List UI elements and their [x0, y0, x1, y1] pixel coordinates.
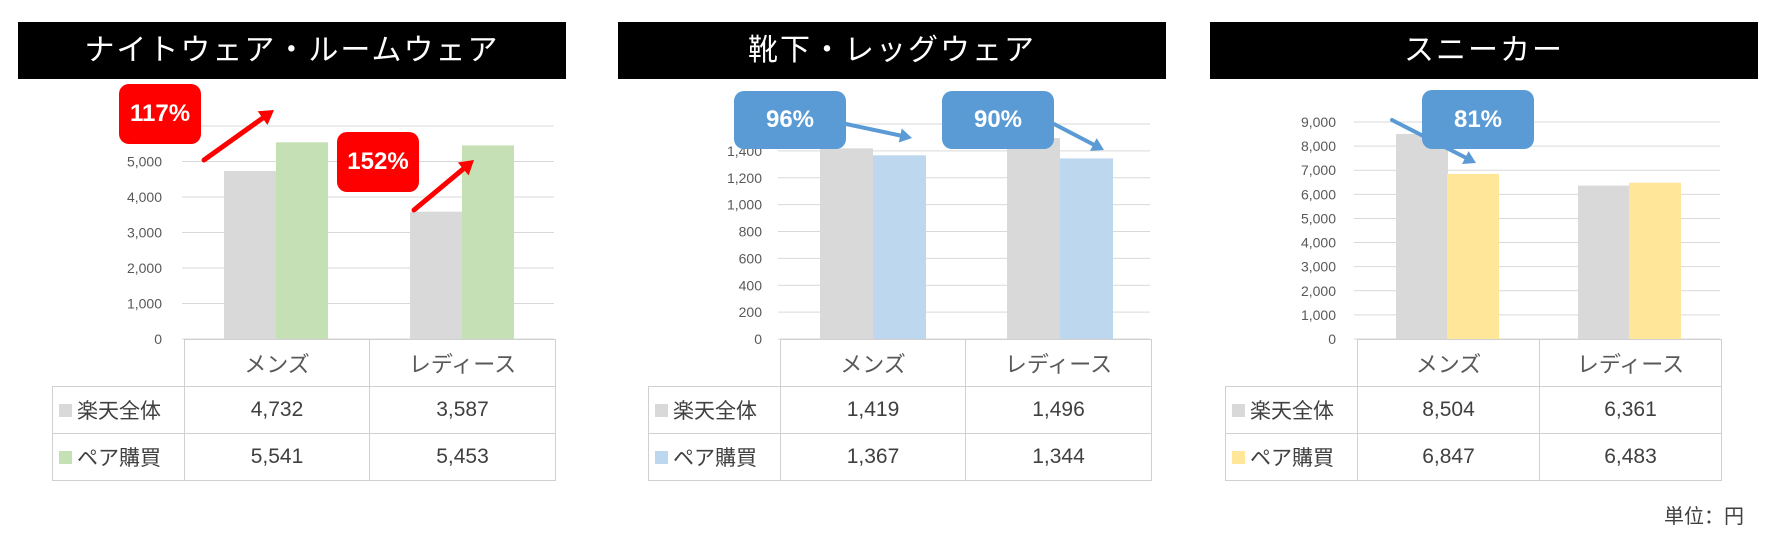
legend-label: 楽天全体 [77, 399, 161, 423]
category-label: メンズ [184, 339, 370, 387]
bar-pair-0 [873, 155, 926, 339]
panel3-callout-mens: 81% [1422, 90, 1534, 149]
y-tick-label: 0 [1328, 331, 1336, 347]
legend-label: 楽天全体 [1250, 399, 1334, 423]
panel1-callout-ladies: 152% [337, 132, 419, 192]
bar-rakuten-1 [1578, 185, 1630, 339]
category-label: レディース [369, 339, 556, 387]
table-cell: 1,344 [965, 433, 1152, 481]
bar-pair-1 [462, 145, 514, 339]
y-tick-label: 9,000 [1301, 114, 1336, 130]
y-tick-label: 4,000 [127, 189, 162, 205]
y-tick-label: 1,000 [127, 296, 162, 312]
y-tick-label: 5,000 [1301, 210, 1336, 226]
y-tick-label: 3,000 [1301, 259, 1336, 275]
table-cell: 8,504 [1357, 386, 1540, 434]
legend-swatch [59, 451, 72, 464]
unit-label: 単位：円 [1664, 504, 1744, 528]
y-tick-label: 800 [739, 224, 763, 240]
table-cell: 1,367 [780, 433, 966, 481]
category-label: メンズ [1357, 339, 1540, 387]
y-tick-label: 8,000 [1301, 138, 1336, 154]
panel3-title: スニーカー [1210, 22, 1758, 79]
table-cell: 1,419 [780, 386, 966, 434]
panel2-data-table: メンズ レディース 楽天全体 1,419 1,496 ペア購買 1,367 1,… [648, 339, 1152, 481]
legend-rakuten: 楽天全体 [52, 386, 185, 434]
arrow-head-icon [1090, 138, 1104, 151]
legend-swatch [1232, 404, 1245, 417]
y-tick-label: 400 [739, 277, 763, 293]
legend-swatch [655, 404, 668, 417]
legend-label: ペア購買 [673, 446, 757, 470]
legend-swatch [655, 451, 668, 464]
arrow-line [201, 115, 266, 163]
panel2-title: 靴下・レッグウェア [618, 22, 1166, 79]
bar-rakuten-1 [1007, 137, 1060, 339]
y-tick-label: 4,000 [1301, 235, 1336, 251]
table-corner [1225, 339, 1358, 387]
y-tick-label: 0 [154, 331, 162, 347]
y-tick-label: 2,000 [127, 260, 162, 276]
y-tick-label: 3,000 [127, 225, 162, 241]
legend-pair: ペア購買 [648, 433, 781, 481]
bar-rakuten-0 [820, 148, 873, 339]
panel3-data-table: メンズ レディース 楽天全体 8,504 6,361 ペア購買 6,847 6,… [1225, 339, 1722, 481]
arrow-head-icon [898, 128, 912, 143]
panel1-title: ナイトウェア・ルームウェア [18, 22, 566, 79]
y-tick-label: 1,200 [727, 170, 762, 186]
y-tick-label: 1,000 [727, 197, 762, 213]
table-cell: 5,453 [369, 433, 556, 481]
panel1-data-table: メンズ レディース 楽天全体 4,732 3,587 ペア購買 5,541 5,… [52, 339, 556, 481]
legend-pair: ペア購買 [52, 433, 185, 481]
bar-rakuten-0 [224, 171, 276, 339]
table-cell: 4,732 [184, 386, 370, 434]
arrow-line [844, 122, 903, 138]
y-tick-label: 2,000 [1301, 283, 1336, 299]
table-cell: 1,496 [965, 386, 1152, 434]
arrow-head-icon [1462, 151, 1476, 164]
legend-label: 楽天全体 [673, 399, 757, 423]
y-tick-label: 200 [739, 304, 763, 320]
table-cell: 6,847 [1357, 433, 1540, 481]
category-label: レディース [1539, 339, 1722, 387]
legend-rakuten: 楽天全体 [648, 386, 781, 434]
legend-rakuten: 楽天全体 [1225, 386, 1358, 434]
legend-swatch [59, 404, 72, 417]
category-label: メンズ [780, 339, 966, 387]
table-cell: 6,361 [1539, 386, 1722, 434]
legend-label: ペア購買 [1250, 446, 1334, 470]
bar-rakuten-1 [410, 211, 462, 339]
bar-rakuten-0 [1396, 133, 1448, 339]
bar-pair-1 [1060, 158, 1113, 339]
y-tick-label: 0 [754, 331, 762, 347]
panel2-callout-mens: 96% [734, 91, 846, 149]
arrow-line [1052, 122, 1096, 147]
bar-pair-0 [1447, 173, 1499, 339]
table-cell: 5,541 [184, 433, 370, 481]
y-tick-label: 7,000 [1301, 162, 1336, 178]
panel1-callout-mens: 117% [119, 84, 201, 144]
bar-pair-1 [1629, 182, 1681, 339]
y-tick-label: 6,000 [1301, 186, 1336, 202]
legend-swatch [1232, 451, 1245, 464]
arrow-head-icon [457, 160, 474, 176]
y-tick-label: 1,000 [1301, 307, 1336, 323]
bar-pair-0 [276, 142, 328, 339]
legend-pair: ペア購買 [1225, 433, 1358, 481]
panel2-callout-ladies: 90% [942, 91, 1054, 149]
y-tick-label: 5,000 [127, 154, 162, 170]
legend-label: ペア購買 [77, 446, 161, 470]
y-tick-label: 600 [739, 250, 763, 266]
table-cell: 6,483 [1539, 433, 1722, 481]
arrow-head-icon [257, 110, 274, 125]
arrow-line [411, 166, 466, 213]
table-corner [648, 339, 781, 387]
